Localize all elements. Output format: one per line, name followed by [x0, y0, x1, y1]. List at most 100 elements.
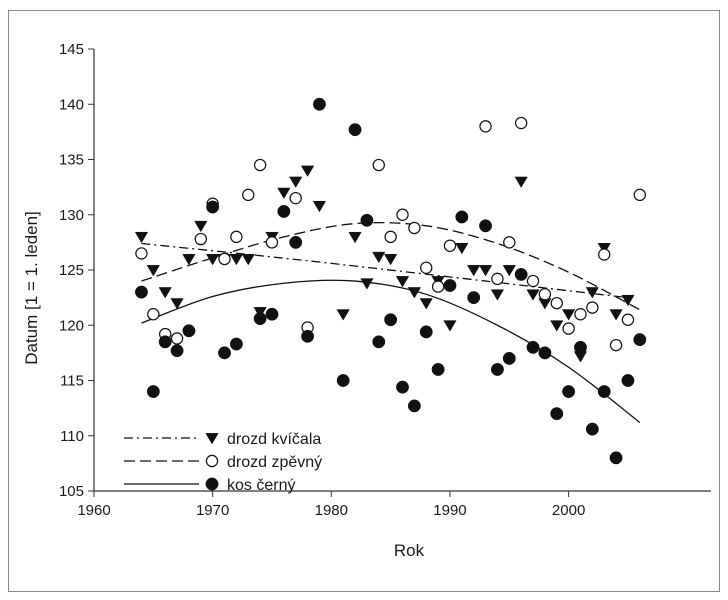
point-kvicala: [277, 187, 291, 200]
point-kvicala: [550, 320, 564, 332]
point-kos: [467, 291, 481, 305]
point-kvicala: [289, 176, 303, 188]
point-kos: [265, 307, 279, 321]
point-kvicala: [443, 320, 457, 332]
point-kvicala: [134, 231, 149, 244]
y-tick-label: 140: [59, 96, 84, 113]
scatter-chart: 105 110 115 120 125 130 135 140 145 1960 1970 1980 1…: [22, 41, 711, 560]
point-kvicala: [206, 254, 220, 266]
point-kos: [348, 123, 362, 137]
point-zpevny: [253, 158, 267, 172]
point-kos: [135, 285, 148, 299]
point-kos: [526, 340, 540, 354]
point-kos: [443, 279, 457, 292]
point-kos: [550, 407, 564, 421]
point-kos: [146, 385, 160, 398]
point-zpevny: [503, 236, 516, 249]
point-kvicala: [419, 298, 433, 310]
point-kos: [277, 204, 291, 218]
point-zpevny: [135, 247, 148, 260]
point-kos: [621, 374, 635, 387]
point-kvicala: [395, 276, 410, 288]
point-zpevny: [408, 221, 421, 235]
x-tick-label: 1990: [433, 502, 466, 519]
point-zpevny: [538, 288, 552, 301]
legend-label-kvicala: drozd kvíčala: [227, 431, 321, 448]
point-zpevny: [372, 158, 385, 172]
point-zpevny: [242, 188, 255, 202]
point-zpevny: [586, 301, 599, 314]
point-kos: [253, 312, 267, 326]
legend-marker-kvicala: [205, 433, 219, 445]
point-zpevny: [550, 296, 563, 310]
point-kvicala: [621, 294, 635, 307]
point-kvicala: [585, 287, 599, 299]
legend-label-kos: kos černý: [227, 477, 295, 494]
point-kos: [490, 363, 504, 376]
point-kvicala: [407, 287, 422, 299]
point-kvicala: [348, 231, 362, 244]
point-zpevny: [384, 230, 397, 244]
point-zpevny: [265, 236, 279, 249]
point-zpevny: [609, 338, 623, 352]
point-kos: [206, 200, 220, 214]
point-kos: [372, 335, 386, 349]
trend-line-kos: [141, 279, 641, 424]
point-zpevny: [431, 280, 445, 293]
point-kvicala: [360, 278, 374, 290]
point-zpevny: [621, 313, 635, 326]
point-kvicala: [526, 289, 540, 301]
point-zpevny: [396, 208, 409, 221]
point-kvicala: [182, 254, 196, 266]
point-kos: [218, 346, 231, 360]
legend-label-zpevny: drozd zpěvný: [227, 454, 322, 471]
y-tick-label: 130: [59, 207, 84, 224]
point-kvicala: [609, 309, 623, 321]
point-kvicala: [336, 309, 350, 321]
point-kos: [597, 385, 611, 398]
point-zpevny: [598, 248, 611, 261]
point-kos: [396, 380, 409, 394]
point-zpevny: [562, 322, 575, 335]
point-kos: [301, 329, 315, 343]
point-kvicala: [490, 289, 505, 301]
point-kos: [431, 363, 445, 376]
y-tick-label: 115: [60, 373, 84, 390]
point-kvicala: [170, 298, 184, 310]
point-zpevny: [218, 252, 231, 266]
x-tick-label: 1970: [196, 502, 229, 519]
point-zpevny: [491, 272, 504, 286]
point-kvicala: [561, 309, 576, 321]
point-kos: [562, 385, 576, 398]
point-kvicala: [467, 265, 481, 277]
point-kvicala: [300, 165, 315, 177]
point-kos: [182, 324, 196, 338]
point-zpevny: [479, 120, 492, 133]
point-kos: [336, 374, 350, 387]
point-kos: [502, 351, 516, 365]
point-zpevny: [526, 274, 540, 288]
point-kvicala: [312, 201, 327, 213]
figure-frame: 105 110 115 120 125 130 135 140 145 1960 1970 1980 1…: [8, 10, 720, 592]
trend-line-kvicala: [141, 242, 629, 299]
y-tick-label: 125: [59, 262, 84, 279]
legend: drozd kvíčala drozd zpěvný kos černý: [124, 431, 322, 494]
point-kos: [538, 346, 552, 360]
y-tick-label: 145: [59, 41, 84, 58]
point-zpevny: [633, 188, 647, 202]
point-zpevny: [289, 191, 302, 205]
point-zpevny: [147, 308, 160, 321]
point-kos: [574, 340, 587, 354]
y-tick-label: 135: [59, 152, 84, 169]
y-tick-label: 105: [59, 483, 84, 500]
point-zpevny: [170, 332, 184, 345]
point-zpevny: [420, 261, 433, 274]
point-kvicala: [194, 220, 208, 233]
point-kos: [585, 422, 599, 436]
point-zpevny: [574, 308, 587, 321]
point-kos: [455, 210, 469, 224]
point-zpevny: [443, 239, 457, 252]
point-kos: [609, 451, 623, 465]
point-kos: [479, 219, 493, 233]
legend-marker-zpevny: [205, 454, 219, 468]
